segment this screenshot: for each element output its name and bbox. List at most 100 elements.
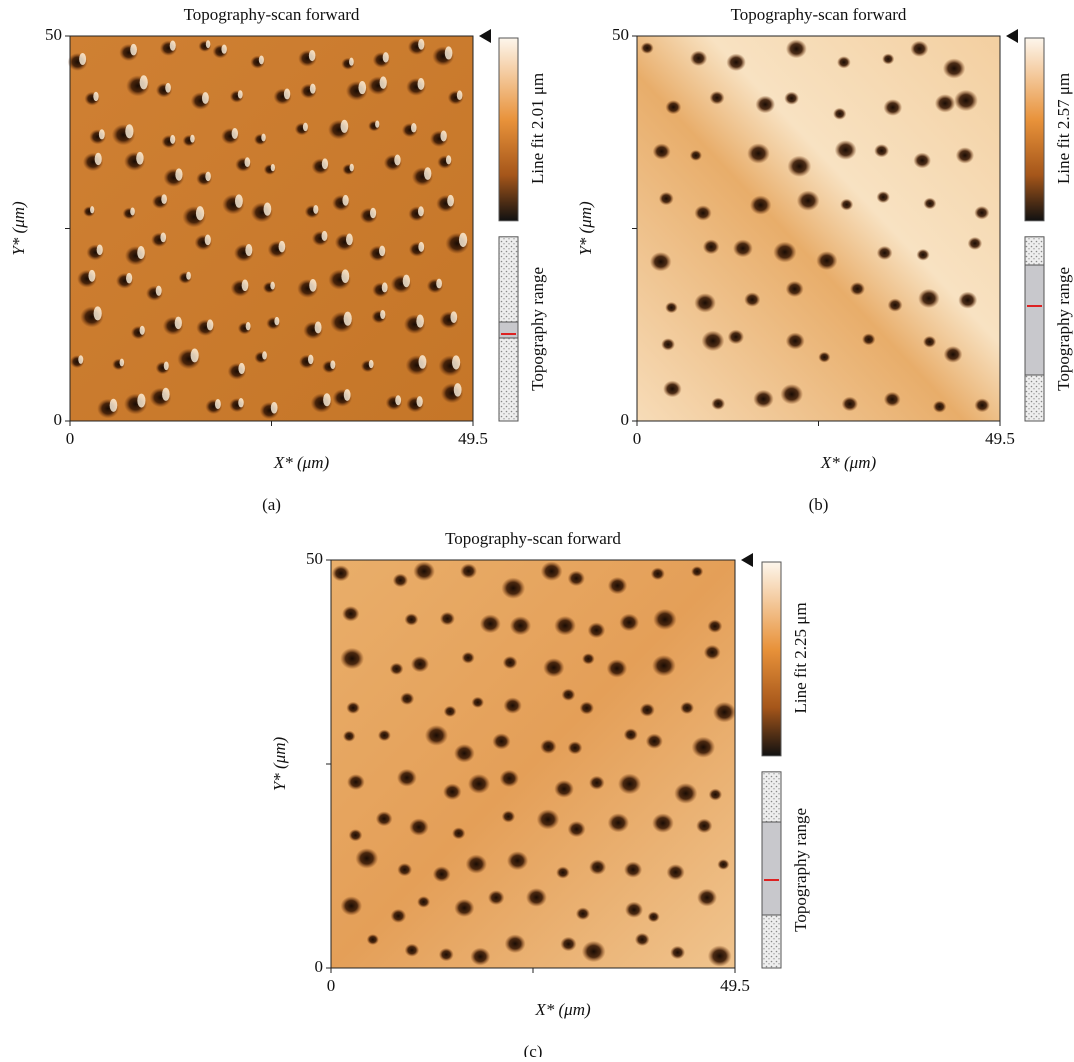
pit-highlight xyxy=(137,246,145,259)
pit xyxy=(444,706,457,718)
pit xyxy=(974,398,990,412)
y-tick-label: 0 xyxy=(54,410,63,429)
colorbar-label: Line fit 2.57 μm xyxy=(1054,73,1073,184)
pit xyxy=(717,859,729,870)
pit-highlight xyxy=(445,46,453,59)
pit-highlight xyxy=(349,58,354,66)
pit xyxy=(651,567,665,580)
pit xyxy=(659,192,674,205)
pit xyxy=(833,108,846,120)
pit xyxy=(694,205,711,221)
pit-highlight xyxy=(175,168,182,180)
x-axis-label: X* (μm) xyxy=(820,453,877,472)
pit xyxy=(709,789,722,801)
pit xyxy=(347,774,365,790)
pit-highlight xyxy=(440,130,446,141)
pit xyxy=(733,239,753,257)
pit xyxy=(640,703,655,717)
pit xyxy=(390,663,404,675)
pit-highlight xyxy=(383,52,389,62)
pit xyxy=(505,934,526,953)
pit xyxy=(923,336,936,348)
pit-highlight xyxy=(97,244,103,255)
pit xyxy=(355,848,378,869)
pit xyxy=(884,392,901,407)
panel-title: Topography-scan forward xyxy=(184,5,360,24)
pit xyxy=(376,811,393,826)
pit-highlight xyxy=(313,205,318,214)
pit xyxy=(470,948,490,966)
pit xyxy=(460,563,477,578)
x-tick-label: 49.5 xyxy=(720,976,750,995)
pit xyxy=(667,864,685,880)
range-label: Topography range xyxy=(1054,267,1073,391)
pit-highlight xyxy=(130,44,137,56)
panel-title: Topography-scan forward xyxy=(731,5,907,24)
pit xyxy=(340,648,364,669)
pit xyxy=(862,333,875,345)
pit-highlight xyxy=(379,246,385,257)
pit xyxy=(425,725,448,746)
pit xyxy=(968,237,982,250)
pit xyxy=(652,655,676,676)
pit-highlight xyxy=(418,242,424,252)
pit xyxy=(728,330,744,345)
pit xyxy=(956,147,974,163)
pit xyxy=(652,813,674,833)
pit-highlight xyxy=(308,355,314,364)
pit xyxy=(554,780,574,798)
pit xyxy=(877,246,893,260)
pit-highlight xyxy=(170,40,176,50)
pit xyxy=(709,91,724,105)
pit xyxy=(663,381,682,398)
pit-highlight xyxy=(370,208,376,219)
pit xyxy=(954,90,978,111)
pit-highlight xyxy=(235,194,243,207)
pit xyxy=(918,289,940,308)
pit xyxy=(646,733,663,748)
pit xyxy=(888,298,903,311)
scan-marker xyxy=(741,553,753,567)
x-tick-label: 0 xyxy=(633,429,642,448)
pit-highlight xyxy=(454,383,462,396)
pit-highlight xyxy=(270,282,275,290)
pit-highlight xyxy=(309,50,316,61)
pit-highlight xyxy=(221,44,226,53)
colorbar xyxy=(1025,38,1044,221)
pit xyxy=(702,331,725,352)
pit xyxy=(943,58,965,78)
pit xyxy=(618,773,641,794)
scan-marker xyxy=(1006,29,1018,43)
pit-highlight xyxy=(262,351,267,359)
pit xyxy=(703,239,720,254)
pit-highlight xyxy=(125,124,133,138)
pit xyxy=(346,702,360,714)
pit xyxy=(454,744,475,763)
pit-highlight xyxy=(424,167,431,180)
pit xyxy=(726,54,745,72)
pit xyxy=(411,656,429,672)
pit xyxy=(510,616,531,635)
pit-highlight xyxy=(418,39,424,50)
pit xyxy=(397,769,417,787)
pit-highlight xyxy=(202,92,209,104)
pit-highlight xyxy=(416,315,424,328)
y-axis-label: Y* (μm) xyxy=(576,201,595,256)
x-tick-label: 0 xyxy=(66,429,75,448)
pit xyxy=(690,51,707,67)
pit xyxy=(393,573,408,587)
pit xyxy=(492,733,510,749)
pit xyxy=(440,612,455,626)
range-label: Topography range xyxy=(528,267,547,391)
pit xyxy=(537,809,560,829)
pit-highlight xyxy=(394,155,400,166)
pit xyxy=(786,39,807,58)
pit-highlight xyxy=(330,360,335,369)
pit-highlight xyxy=(344,389,351,401)
pit xyxy=(480,614,501,633)
pit xyxy=(935,94,955,112)
y-axis-label: Y* (μm) xyxy=(270,736,289,791)
pit-highlight xyxy=(110,399,118,412)
pit xyxy=(850,282,865,296)
pit-highlight xyxy=(140,326,145,335)
